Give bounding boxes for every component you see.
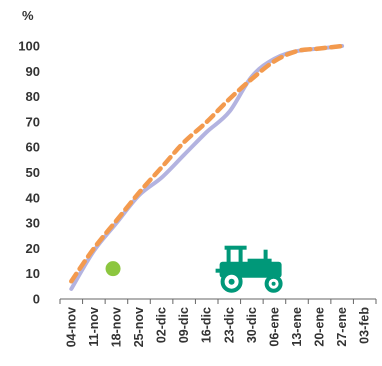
y-axis-ticks: 0 10 20 30 40 50 60 70 80 90 100 [18, 39, 40, 307]
y-tick-label: 70 [26, 114, 40, 129]
y-tick-label: 80 [26, 89, 40, 104]
y-axis-unit-label: % [22, 8, 34, 23]
green-dot-marker [105, 261, 121, 277]
x-tick-label: 16-dic [200, 307, 214, 343]
x-tick-label: 13-ene [290, 307, 304, 347]
x-tick-label: 04-nov [64, 307, 78, 347]
y-tick-label: 10 [26, 266, 40, 281]
y-tick-label: 50 [26, 165, 40, 180]
series-line-dashed [69, 43, 345, 284]
x-tick-label: 27-ene [335, 307, 349, 347]
y-tick-label: 90 [26, 64, 40, 79]
x-axis-ticks: 04-nov 11-nov 18-nov 25-nov 02-dic 09-dic 16-d… [59, 299, 377, 347]
series-group [69, 43, 345, 291]
x-tick-label: 20-ene [313, 307, 327, 347]
y-tick-label: 20 [26, 241, 40, 256]
x-tick-label: 03-feb [358, 307, 372, 344]
x-tick-label: 06-ene [267, 307, 281, 347]
tractor-icon [215, 245, 283, 293]
x-tick-label: 09-dic [177, 307, 191, 343]
y-tick-label: 0 [33, 292, 40, 307]
x-tick-label: 11-nov [87, 307, 101, 347]
y-tick-label: 60 [26, 140, 40, 155]
x-tick-label: 25-nov [132, 307, 146, 347]
y-tick-label: 40 [26, 190, 40, 205]
y-tick-label: 30 [26, 216, 40, 231]
series-line-solid [69, 44, 345, 291]
x-tick-label: 30-dic [245, 307, 259, 343]
x-tick-label: 23-dic [222, 307, 236, 343]
x-tick-label: 18-nov [109, 307, 123, 347]
x-tick-label: 02-dic [155, 307, 169, 343]
markers-group [105, 245, 283, 293]
y-tick-label: 100 [18, 39, 40, 54]
